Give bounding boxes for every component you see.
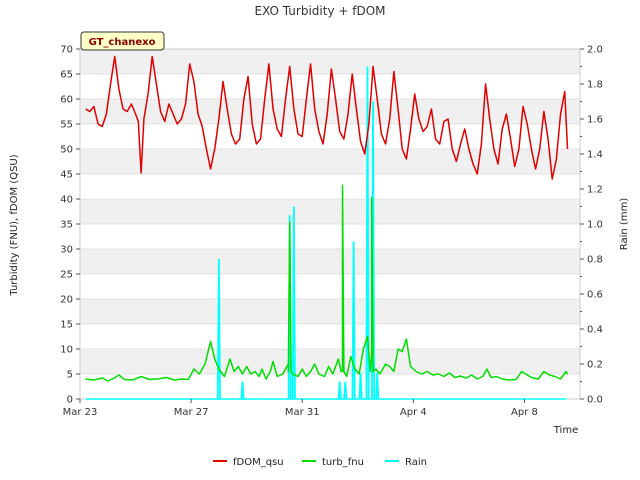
rain-spike [351, 241, 356, 400]
series-turb-fnu [85, 184, 569, 382]
grid-band [80, 124, 580, 149]
y2-tick-label: 2.0 [587, 45, 603, 56]
y-tick-label: 5 [67, 370, 73, 381]
legend-label: fDOM_qsu [233, 457, 284, 468]
y2-tick-label: 1.2 [587, 185, 603, 196]
x-tick-label: Apr 4 [400, 407, 427, 418]
x-axis: Mar 23 Mar 27 Mar 31 Apr 4 Apr 8 [63, 399, 538, 418]
series-rain [85, 66, 567, 400]
grid-band [80, 299, 580, 324]
y2-tick-label: 1.0 [587, 220, 603, 231]
y-tick-label: 25 [60, 270, 73, 281]
legend-label: turb_fnu [322, 457, 364, 468]
grid-band [80, 199, 580, 224]
y-tick-label: 70 [60, 45, 73, 56]
grid-band [80, 324, 580, 349]
y-tick-label: 10 [60, 345, 73, 356]
y2-tick-label: 0.8 [587, 255, 603, 266]
rain-spike [291, 206, 296, 400]
grid-band [80, 149, 580, 174]
y-tick-label: 0 [67, 395, 73, 406]
rain-spike [358, 372, 363, 400]
y2-tick-label: 0.2 [587, 360, 603, 371]
y-tick-label: 60 [60, 95, 73, 106]
y2-tick-label: 0.4 [587, 325, 603, 336]
y-tick-label: 50 [60, 145, 73, 156]
x-tick-label: Mar 27 [174, 407, 209, 418]
rain-spike [216, 258, 221, 400]
y-tick-label: 15 [60, 320, 73, 331]
y-tick-label: 20 [60, 295, 73, 306]
fdom-qsu-line [85, 55, 569, 180]
y-tick-label: 35 [60, 220, 73, 231]
legend-label: Rain [405, 457, 427, 468]
site-badge-box [80, 31, 165, 51]
y2-axis-title: Rain (mm) [619, 198, 630, 251]
legend-item-fdom-qsu: fDOM_qsu [213, 457, 284, 468]
rain-spike [375, 372, 380, 400]
y-axis-right: 0.0 0.2 0.4 0.6 0.8 1.0 1.2 1.4 1.6 1.8 2.0 [580, 45, 603, 406]
y-tick-label: 65 [60, 70, 73, 81]
y2-tick-label: 0.0 [587, 395, 603, 406]
x-tick-label: Apr 8 [511, 407, 538, 418]
rain-spike [343, 381, 348, 400]
grid-band [80, 274, 580, 299]
grid-band [80, 49, 580, 74]
legend-item-turb-fnu: turb_fnu [302, 457, 364, 468]
rain-spike [240, 381, 245, 400]
x-tick-label: Mar 31 [285, 407, 320, 418]
y-tick-label: 30 [60, 245, 73, 256]
legend: fDOM_qsu turb_fnu Rain [213, 457, 427, 468]
y-axis-title: Turbidity (FNU), fDOM (QSU) [9, 154, 20, 296]
y2-tick-label: 1.4 [587, 150, 603, 161]
y-axis-left: 0 5 10 15 20 25 30 35 40 45 50 55 60 65 70 [60, 45, 80, 406]
y-tick-label: 55 [60, 120, 73, 131]
background-bands [80, 48, 580, 400]
legend-item-rain: Rain [385, 457, 427, 468]
y-tick-label: 40 [60, 195, 73, 206]
grid-band [80, 374, 580, 399]
grid-band [80, 224, 580, 249]
x-tick-label: Mar 23 [63, 407, 98, 418]
y2-tick-label: 1.6 [587, 115, 603, 126]
chart-title: EXO Turbidity + fDOM [255, 4, 386, 18]
series-fdom-qsu [85, 55, 569, 180]
rain-spike [337, 381, 342, 400]
site-badge: GT_chanexo [80, 31, 165, 51]
series-layer [85, 55, 569, 400]
y-tick-label: 45 [60, 170, 73, 181]
y2-tick-label: 0.6 [587, 290, 603, 301]
turb-fnu-line [85, 184, 569, 382]
y2-tick-label: 1.8 [587, 80, 603, 91]
site-badge-label: GT_chanexo [89, 37, 156, 48]
x-axis-title: Time [553, 425, 578, 436]
grid-band [80, 174, 580, 199]
grid-band [80, 249, 580, 274]
rain-spike [365, 66, 370, 400]
